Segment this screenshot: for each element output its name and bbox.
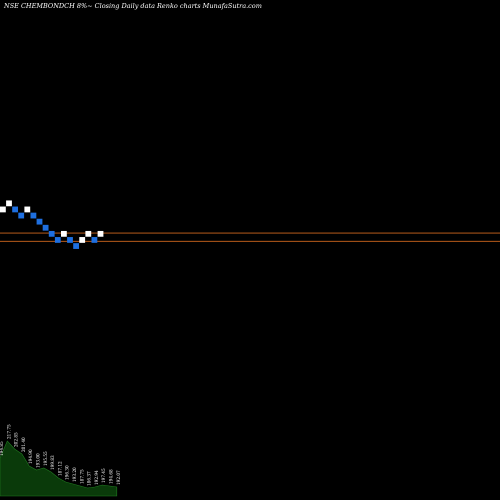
volume-label: 193.00 xyxy=(36,453,41,468)
volume-label: 194.90 xyxy=(28,449,33,464)
renko-brick-down xyxy=(42,224,49,231)
renko-brick-up xyxy=(79,237,86,243)
volume-area-shape xyxy=(0,440,118,497)
renko-brick-down xyxy=(48,230,55,237)
volume-label: 217.75 xyxy=(6,424,11,439)
renko-brick-up xyxy=(85,230,92,237)
volume-label: 195.55 xyxy=(43,451,48,466)
renko-brick-down xyxy=(67,237,73,243)
chart-title: NSE CHEMBONDCH 8%~ Closing Daily data Re… xyxy=(3,2,262,10)
renko-brick-up xyxy=(6,200,12,207)
renko-brick-down xyxy=(73,243,79,249)
renko-brick-down xyxy=(18,212,25,219)
renko-brick-up xyxy=(0,206,6,213)
renko-brick-down xyxy=(36,218,43,225)
volume-label: 199.83 xyxy=(50,455,55,470)
volume-label: 202.85 xyxy=(14,432,19,447)
volume-label: 187.75 xyxy=(79,469,84,484)
renko-brick-down xyxy=(30,212,37,219)
volume-label: 192.07 xyxy=(116,470,121,485)
volume-label: 187.12 xyxy=(57,461,62,476)
renko-brick-up xyxy=(24,206,31,213)
volume-label: 194.85 xyxy=(0,441,4,456)
volume-area xyxy=(0,440,118,497)
renko-bricks xyxy=(0,200,104,249)
renko-brick-down xyxy=(12,206,18,213)
volume-label: 194.68 xyxy=(109,469,114,484)
volume-label: 196.30 xyxy=(65,465,70,480)
renko-brick-down xyxy=(91,237,98,243)
volume-label: 186.37 xyxy=(87,471,92,486)
renko-brick-down xyxy=(54,237,61,243)
volume-label: 197.45 xyxy=(101,468,106,483)
renko-brick-up xyxy=(61,230,67,237)
volume-label: 192.94 xyxy=(94,470,99,485)
volume-label: 201.40 xyxy=(21,437,26,452)
renko-brick-up xyxy=(97,230,104,237)
volume-label: 193.20 xyxy=(72,467,77,482)
